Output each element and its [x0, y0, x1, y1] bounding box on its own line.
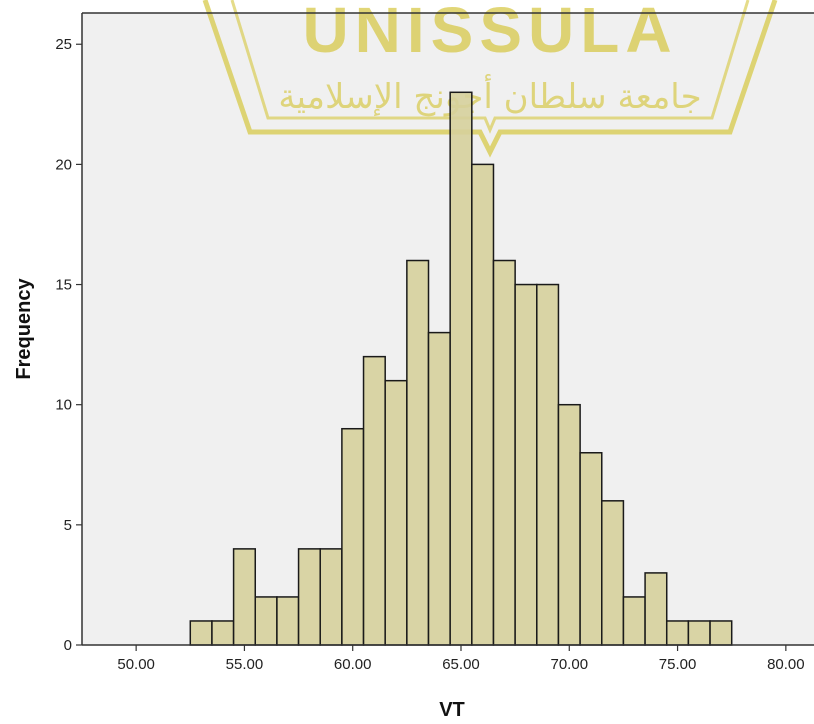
- histogram-bar-19: [601, 500, 625, 646]
- histogram-bar-13: [471, 163, 495, 646]
- histogram-bar-17: [557, 403, 581, 646]
- x-tick-label: 60.00: [334, 656, 372, 673]
- x-tick-label: 65.00: [442, 656, 480, 673]
- histogram-bar-15: [514, 283, 538, 646]
- histogram-bar-9: [384, 379, 408, 646]
- histogram-bar-16: [536, 283, 560, 646]
- y-tick-label: 0: [64, 637, 72, 654]
- watermark-shield: [202, 0, 778, 158]
- histogram-bar-23: [687, 620, 711, 646]
- x-tick-label: 55.00: [226, 656, 264, 673]
- y-tick-label: 25: [55, 36, 72, 53]
- x-tick-label: 50.00: [117, 656, 155, 673]
- histogram-bar-14: [492, 259, 516, 646]
- histogram-bar-24: [709, 620, 733, 646]
- histogram-bar-2: [232, 548, 257, 646]
- y-tick-label: 20: [55, 156, 72, 173]
- histogram-bar-18: [579, 452, 603, 646]
- histogram-bar-10: [406, 259, 430, 646]
- y-tick-label: 15: [55, 277, 72, 294]
- y-tick-label: 5: [64, 517, 72, 534]
- y-axis-ticks: 0 5 10 15 20 25: [55, 36, 82, 654]
- histogram-bar-21: [644, 572, 668, 646]
- watermark-title: UNISSULA: [302, 0, 677, 66]
- histogram-bar-4: [276, 596, 300, 646]
- axes: [81, 12, 814, 646]
- histogram-bar-12: [449, 91, 473, 646]
- university-watermark: UNISSULA جامعة سلطان أجونج الإسلامية: [202, 0, 778, 158]
- y-tick-label: 10: [55, 397, 72, 414]
- y-axis-title: Frequency: [13, 278, 35, 380]
- histogram-bar-7: [341, 427, 365, 646]
- x-tick-label: 75.00: [659, 656, 697, 673]
- histogram-bar-22: [665, 620, 690, 646]
- histogram-bar-6: [319, 548, 343, 646]
- histogram-bar-8: [362, 355, 386, 646]
- histogram-bar-3: [254, 596, 278, 646]
- histogram-bar-0: [189, 620, 213, 646]
- histogram-bar-1: [211, 620, 235, 646]
- watermark-shield-inner: [230, 0, 750, 134]
- x-axis-ticks: 50.00 55.00 60.00 65.00 70.00 75.00 80.00: [117, 645, 805, 673]
- histogram-bar-20: [622, 596, 646, 646]
- histogram-bar-11: [427, 331, 451, 646]
- x-tick-label: 70.00: [551, 656, 589, 673]
- histogram-bar-5: [297, 548, 321, 646]
- x-tick-label: 80.00: [767, 656, 805, 673]
- x-axis-title: VT: [439, 699, 465, 721]
- watermark-subtitle: جامعة سلطان أجونج الإسلامية: [278, 74, 701, 117]
